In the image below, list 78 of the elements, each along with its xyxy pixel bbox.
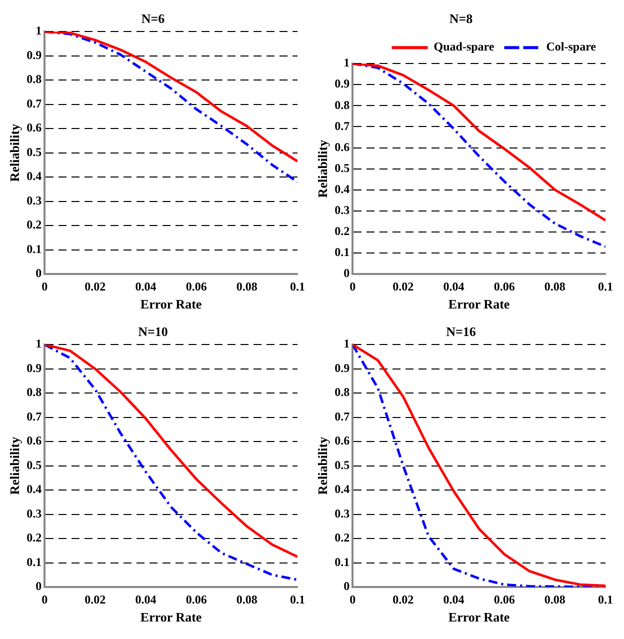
chart-title: N=8 bbox=[449, 11, 474, 26]
y-axis-title: Reliability bbox=[7, 123, 22, 182]
y-tick-label: 0.6 bbox=[26, 120, 42, 135]
x-tick-label: 0.06 bbox=[494, 279, 515, 294]
y-tick-label: 0 bbox=[344, 266, 350, 280]
x-axis-title: Error Rate bbox=[448, 610, 510, 625]
y-tick-label: 0.2 bbox=[26, 530, 42, 545]
y-tick-label: 0.5 bbox=[26, 144, 42, 159]
y-tick-label: 0.9 bbox=[26, 360, 42, 375]
y-tick-label: 0.2 bbox=[26, 218, 42, 232]
x-tick-label: 0.1 bbox=[598, 279, 613, 294]
y-tick-label: 0.2 bbox=[334, 224, 350, 238]
x-tick-label: 0.06 bbox=[186, 279, 207, 294]
y-tick-label: 0.3 bbox=[26, 193, 42, 208]
y-tick-label: 0.2 bbox=[334, 530, 350, 545]
y-tick-label: 0.7 bbox=[334, 409, 350, 424]
y-tick-label: 0.3 bbox=[334, 506, 350, 520]
y-tick-label: 0.4 bbox=[26, 169, 42, 184]
y-tick-label: 0.5 bbox=[26, 458, 42, 472]
y-axis-title: Reliability bbox=[315, 139, 330, 198]
y-tick-label: 1 bbox=[344, 56, 350, 70]
y-tick-label: 0.7 bbox=[26, 96, 42, 110]
x-tick-label: 0.1 bbox=[290, 279, 305, 294]
x-tick-label: 0.02 bbox=[84, 279, 106, 294]
x-tick-label: 0.08 bbox=[544, 592, 566, 606]
y-tick-label: 0.7 bbox=[26, 409, 42, 424]
y-tick-label: 0 bbox=[344, 579, 350, 594]
y-tick-label: 0.4 bbox=[334, 182, 350, 196]
y-tick-label: 0.3 bbox=[334, 202, 350, 217]
y-tick-label: 0.6 bbox=[334, 434, 350, 448]
x-tick-label: 0.04 bbox=[135, 592, 156, 606]
x-axis-title: Error Rate bbox=[448, 296, 510, 312]
y-tick-label: 0.9 bbox=[26, 48, 42, 62]
x-tick-label: 0.02 bbox=[392, 279, 414, 294]
y-axis-title: Reliability bbox=[315, 436, 330, 495]
y-tick-label: 0.6 bbox=[334, 140, 350, 154]
y-tick-label: 0.4 bbox=[334, 482, 350, 496]
y-tick-label: 0.1 bbox=[334, 245, 350, 260]
x-tick-label: 0.08 bbox=[544, 279, 566, 294]
y-tick-label: 0.8 bbox=[334, 98, 350, 112]
y-tick-label: 0 bbox=[36, 266, 42, 280]
chart-title: N=6 bbox=[141, 11, 166, 26]
y-tick-label: 0.1 bbox=[26, 554, 42, 569]
y-tick-label: 1 bbox=[36, 336, 42, 351]
x-axis-title: Error Rate bbox=[140, 296, 202, 312]
x-tick-label: 0.08 bbox=[236, 279, 258, 294]
y-tick-label: 0.1 bbox=[334, 554, 350, 569]
y-tick-label: 0.5 bbox=[334, 458, 350, 472]
y-tick-label: 0.8 bbox=[26, 72, 42, 86]
x-tick-label: 0.02 bbox=[392, 592, 414, 606]
chart-title: N=16 bbox=[446, 324, 476, 340]
x-tick-label: 0.06 bbox=[494, 592, 515, 606]
y-tick-label: 1 bbox=[36, 24, 42, 38]
legend-label: Quad-spare bbox=[434, 40, 495, 54]
x-tick-label: 0.06 bbox=[186, 592, 207, 606]
y-tick-label: 0.4 bbox=[26, 482, 42, 496]
y-tick-label: 0.6 bbox=[26, 434, 42, 448]
y-tick-label: 0.9 bbox=[334, 360, 350, 375]
x-tick-label: 0.1 bbox=[290, 592, 305, 606]
y-tick-label: 0.1 bbox=[26, 242, 42, 256]
chart-title: N=10 bbox=[138, 324, 168, 340]
x-tick-label: 0.04 bbox=[443, 279, 464, 294]
x-tick-label: 0.1 bbox=[598, 592, 613, 606]
x-tick-label: 0.02 bbox=[84, 592, 106, 606]
y-tick-label: 0.9 bbox=[334, 76, 350, 91]
y-tick-label: 1 bbox=[344, 336, 350, 351]
y-tick-label: 0 bbox=[36, 579, 42, 594]
x-axis-title: Error Rate bbox=[140, 610, 202, 625]
y-tick-label: 0.8 bbox=[334, 385, 350, 400]
y-tick-label: 0.5 bbox=[334, 160, 350, 175]
x-tick-label: 0.08 bbox=[236, 592, 258, 606]
y-tick-label: 0.8 bbox=[26, 385, 42, 400]
y-tick-label: 0.3 bbox=[26, 506, 42, 520]
x-tick-label: 0.04 bbox=[135, 279, 156, 294]
y-axis-title: Reliability bbox=[7, 436, 22, 495]
x-tick-label: 0.04 bbox=[443, 592, 464, 606]
y-tick-label: 0.7 bbox=[334, 118, 350, 133]
legend-label: Col-spare bbox=[546, 40, 597, 54]
